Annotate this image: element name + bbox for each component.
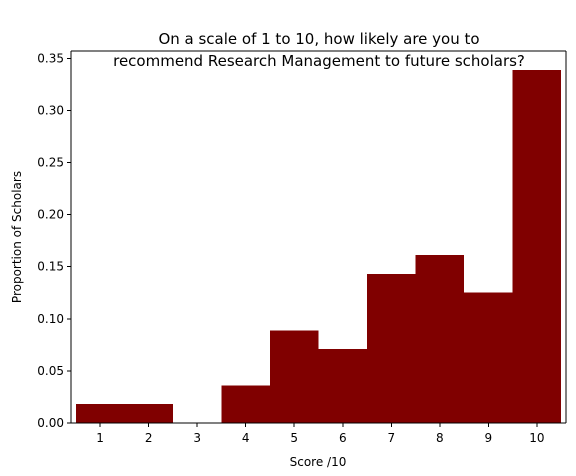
y-tick-label-0.15: 0.15: [37, 260, 64, 274]
y-tick-label-0.30: 0.30: [37, 103, 64, 117]
bars-group: [75, 69, 562, 424]
x-tick-label-1: 1: [96, 431, 104, 445]
bar-2: [124, 404, 173, 423]
y-tick-label-0.05: 0.05: [37, 364, 64, 378]
bar-6: [318, 349, 368, 423]
bar-9: [464, 292, 513, 423]
x-tick-label-4: 4: [242, 431, 250, 445]
chart-title-line-1: On a scale of 1 to 10, how likely are yo…: [158, 30, 479, 48]
y-tick-label-0.20: 0.20: [37, 208, 64, 222]
y-ticks-group: 0.00 0.05 0.10 0.15 0.20 0.25 0.30 0.35: [37, 51, 71, 430]
x-tick-label-7: 7: [387, 431, 395, 445]
x-axis-label: Score /10: [290, 455, 347, 469]
x-tick-label-10: 10: [529, 431, 544, 445]
bar-8: [415, 255, 465, 423]
y-axis-label: Proportion of Scholars: [10, 171, 24, 303]
bar-1: [75, 404, 125, 423]
bar-7: [367, 273, 416, 423]
bar-10: [512, 69, 562, 424]
x-tick-label-3: 3: [193, 431, 201, 445]
x-tick-label-6: 6: [339, 431, 347, 445]
x-tick-label-5: 5: [290, 431, 298, 445]
y-tick-label-0.10: 0.10: [37, 312, 64, 326]
y-tick-label-0.00: 0.00: [37, 416, 64, 430]
x-tick-label-8: 8: [436, 431, 444, 445]
x-tick-label-2: 2: [145, 431, 153, 445]
bar-5: [269, 330, 319, 423]
chart-title-line-2: recommend Research Management to future …: [113, 52, 525, 70]
x-ticks-group: 1 2 3 4 5 6 7 8 9 10: [96, 423, 545, 445]
y-tick-label-0.25: 0.25: [37, 155, 64, 169]
y-tick-label-0.35: 0.35: [37, 51, 64, 65]
axes-group: [70, 50, 567, 424]
bar-4: [221, 385, 270, 423]
x-tick-label-9: 9: [485, 431, 493, 445]
